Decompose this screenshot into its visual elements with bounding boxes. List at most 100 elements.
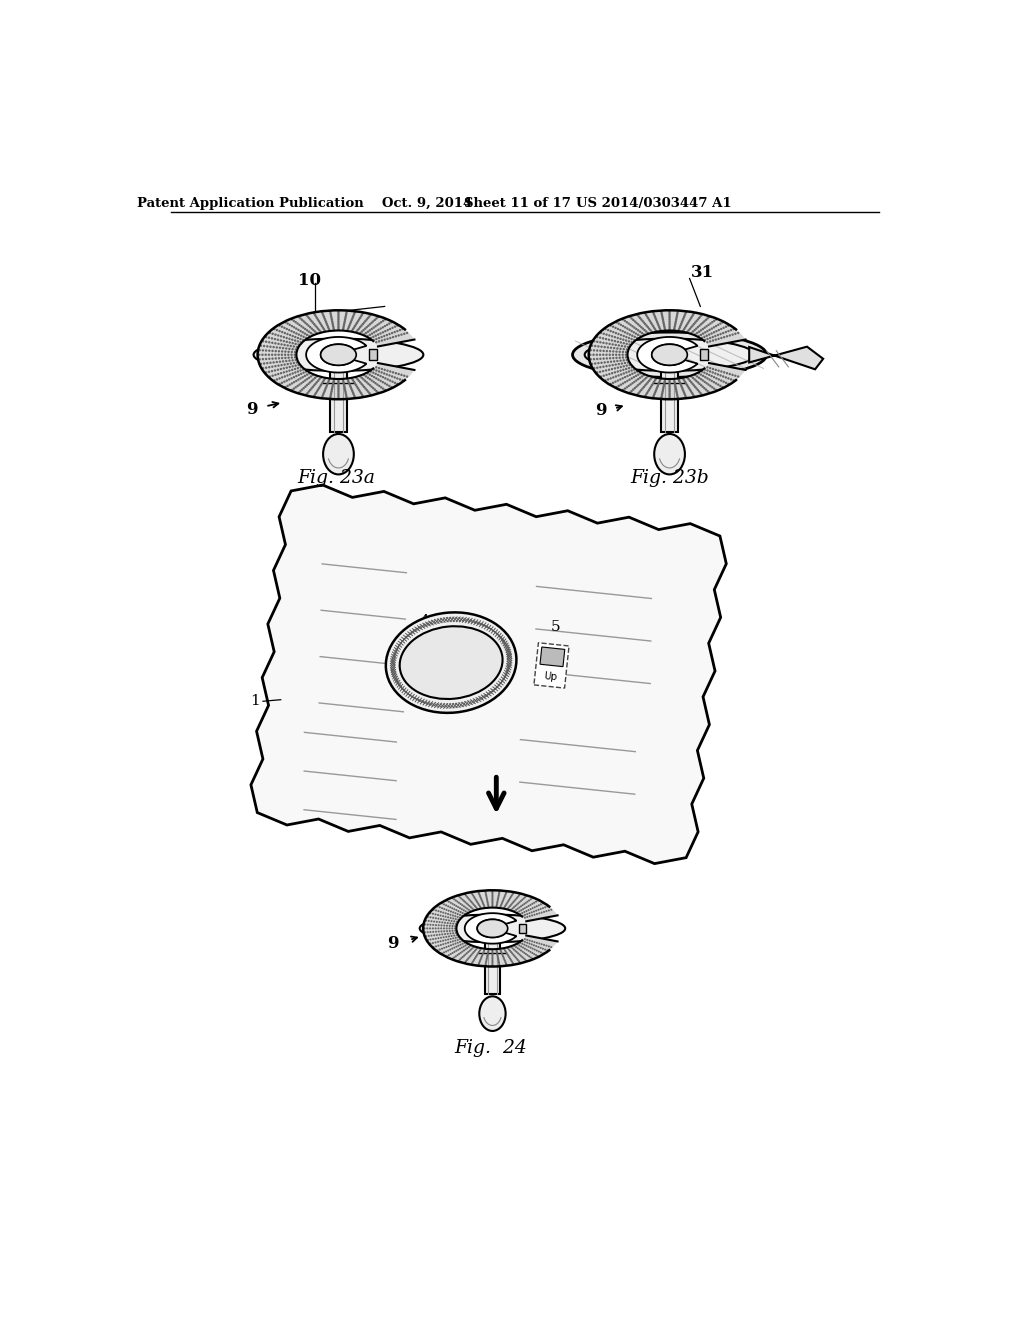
Circle shape	[698, 325, 700, 327]
Circle shape	[329, 310, 332, 313]
Circle shape	[275, 329, 279, 331]
Circle shape	[299, 317, 302, 319]
Circle shape	[295, 364, 297, 367]
Circle shape	[264, 354, 267, 356]
Circle shape	[479, 896, 481, 899]
Circle shape	[547, 949, 549, 952]
Circle shape	[263, 362, 265, 364]
Circle shape	[450, 913, 452, 916]
Circle shape	[499, 891, 501, 894]
Circle shape	[596, 335, 598, 338]
Circle shape	[351, 379, 354, 381]
Circle shape	[521, 904, 523, 907]
Circle shape	[450, 911, 452, 912]
Circle shape	[429, 916, 431, 919]
Circle shape	[378, 384, 381, 387]
Circle shape	[467, 898, 469, 899]
Circle shape	[622, 389, 625, 391]
Circle shape	[429, 924, 431, 925]
Circle shape	[680, 323, 682, 326]
Circle shape	[337, 389, 340, 391]
Circle shape	[497, 956, 499, 958]
Circle shape	[306, 323, 308, 326]
Circle shape	[492, 903, 494, 906]
Circle shape	[308, 335, 310, 338]
Circle shape	[691, 325, 694, 327]
Circle shape	[452, 907, 454, 909]
Circle shape	[610, 347, 612, 348]
Circle shape	[344, 388, 346, 391]
Circle shape	[289, 334, 291, 337]
Circle shape	[361, 384, 364, 387]
Circle shape	[452, 952, 454, 954]
Circle shape	[516, 904, 518, 906]
Circle shape	[348, 326, 350, 329]
Circle shape	[344, 392, 347, 395]
Circle shape	[313, 330, 316, 333]
Circle shape	[285, 356, 287, 359]
Circle shape	[285, 385, 287, 388]
Circle shape	[720, 379, 723, 381]
Circle shape	[274, 350, 276, 352]
Circle shape	[369, 323, 372, 326]
Circle shape	[325, 321, 328, 323]
Circle shape	[375, 381, 377, 384]
Circle shape	[593, 358, 595, 360]
Circle shape	[674, 322, 677, 325]
Circle shape	[274, 354, 276, 356]
Circle shape	[309, 389, 311, 391]
Circle shape	[291, 351, 293, 354]
Circle shape	[629, 391, 631, 393]
Circle shape	[538, 904, 540, 907]
Circle shape	[447, 916, 450, 919]
Circle shape	[518, 902, 520, 903]
Circle shape	[319, 384, 323, 387]
Circle shape	[477, 891, 479, 892]
Circle shape	[700, 337, 703, 339]
Circle shape	[530, 911, 532, 913]
Circle shape	[274, 364, 276, 367]
Circle shape	[371, 385, 373, 388]
Circle shape	[290, 345, 292, 347]
Circle shape	[510, 896, 512, 898]
Circle shape	[447, 945, 450, 948]
Circle shape	[694, 333, 696, 335]
Circle shape	[712, 368, 714, 370]
Circle shape	[717, 374, 719, 376]
Circle shape	[626, 335, 628, 338]
Circle shape	[624, 326, 627, 329]
Circle shape	[669, 318, 671, 321]
Circle shape	[373, 376, 376, 379]
Circle shape	[306, 384, 308, 387]
Circle shape	[278, 350, 281, 352]
Circle shape	[639, 335, 642, 338]
Circle shape	[687, 385, 689, 388]
Polygon shape	[589, 310, 745, 399]
Circle shape	[523, 944, 525, 945]
Circle shape	[428, 920, 430, 921]
Circle shape	[705, 388, 708, 391]
Circle shape	[689, 380, 691, 381]
Circle shape	[459, 896, 461, 899]
Circle shape	[635, 327, 638, 330]
Circle shape	[372, 335, 375, 338]
Circle shape	[460, 903, 462, 906]
Circle shape	[691, 392, 693, 395]
Circle shape	[474, 898, 476, 899]
Circle shape	[623, 359, 625, 362]
Circle shape	[263, 345, 265, 347]
Circle shape	[292, 335, 294, 337]
Circle shape	[296, 362, 298, 364]
Circle shape	[453, 937, 455, 940]
Circle shape	[501, 953, 503, 954]
Circle shape	[465, 911, 467, 912]
Circle shape	[616, 367, 620, 368]
Circle shape	[615, 321, 617, 323]
Circle shape	[454, 928, 456, 929]
Circle shape	[654, 317, 657, 319]
Circle shape	[452, 903, 454, 906]
Circle shape	[503, 907, 505, 909]
Circle shape	[616, 360, 618, 362]
Ellipse shape	[321, 345, 356, 366]
Circle shape	[485, 895, 487, 896]
